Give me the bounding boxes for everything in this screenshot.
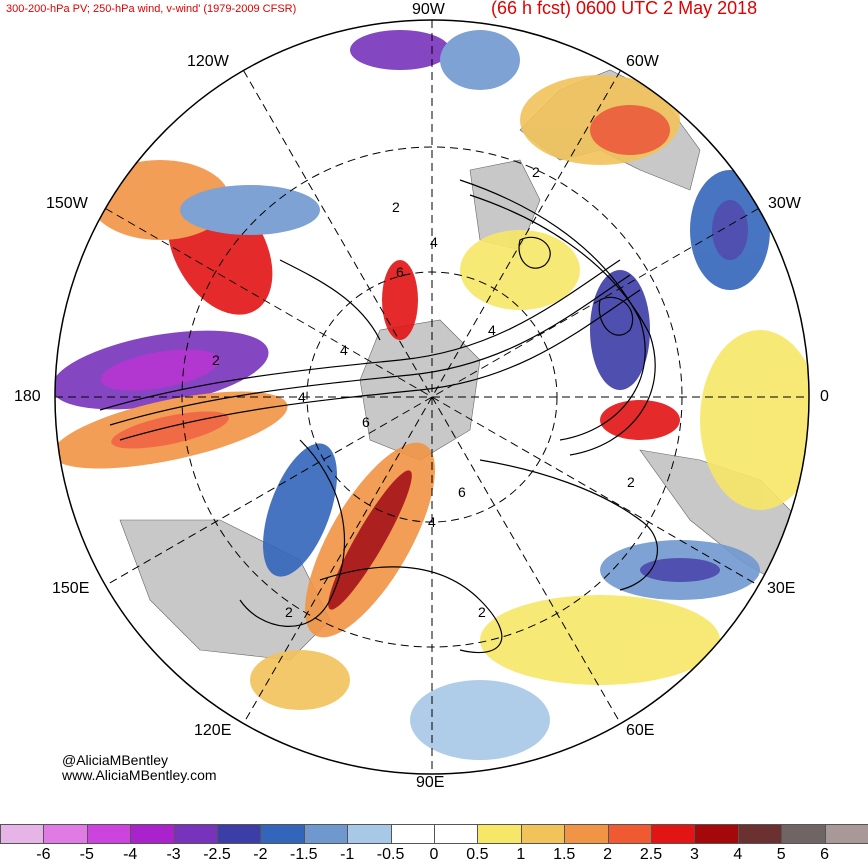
- contour-label: 2: [478, 604, 486, 620]
- colorbar-tick-label: 2: [603, 846, 613, 863]
- colorbar-swatch: [86, 824, 132, 844]
- colorbar-swatch: [477, 824, 522, 844]
- colorbar-swatch: [130, 824, 175, 844]
- colorbar-tick-label: 0: [429, 846, 439, 863]
- contour-label: 4: [428, 514, 436, 530]
- contour-label: 2: [627, 474, 635, 490]
- lon-label-0: 0: [820, 388, 829, 405]
- pv-anomaly-fill: [55, 30, 809, 760]
- contour-label: 6: [458, 484, 466, 500]
- lon-label-30w: 30W: [768, 195, 801, 212]
- colorbar-swatch: [520, 824, 566, 844]
- colorbar-swatch: [217, 824, 262, 844]
- credit-handle: @AliciaMBentley: [62, 752, 169, 768]
- lon-label-120w: 120W: [187, 53, 229, 70]
- lon-label-90w: 90W: [412, 1, 445, 18]
- land-greenland: [469, 159, 541, 251]
- colorbar-swatch: [824, 824, 868, 844]
- polar-map: 2 4 2 4 6 2 4 6 4 2 2 6 4 2: [54, 19, 810, 775]
- colorbar-tick-label: 0.5: [466, 846, 489, 863]
- contour-label: 2: [285, 604, 293, 620]
- map-disk: [55, 20, 809, 774]
- contour-labels: 2 4 2 4 6 2 4 6 4 2 2 6 4 2: [212, 164, 635, 620]
- map-boundary: [54, 19, 810, 775]
- colorbar-tick-label: 1.5: [553, 846, 576, 863]
- colorbar-swatch: [347, 824, 392, 844]
- contour-label: 2: [532, 164, 540, 180]
- plot-title-left: 300-200-hPa PV; 250-hPa wind, v-wind' (1…: [6, 3, 297, 15]
- colorbar-tick-label: -6: [36, 846, 51, 863]
- colorbar-tick-label: 1: [516, 846, 526, 863]
- colorbar-swatch: [303, 824, 349, 844]
- colorbar-swatch: [781, 824, 826, 844]
- contour-label: 4: [430, 234, 438, 250]
- colorbar-tick-label: -5: [79, 846, 94, 863]
- graticule: [55, 20, 809, 774]
- colorbar-swatch: [564, 824, 609, 844]
- colorbar-swatch: [651, 824, 696, 844]
- colorbar-tick-label: -3: [166, 846, 181, 863]
- contour-label: 4: [488, 322, 496, 338]
- lon-label-30e: 30E: [767, 580, 796, 597]
- colorbar-tick-label: 3: [689, 846, 699, 863]
- colorbar-swatch: [260, 824, 305, 844]
- colorbar: -6 -5 -4 -3 -2.5 -2 -1.5 -1 -0.5 0 0.5 1 1.5 2 2.5 3 4 5 6: [0, 818, 868, 865]
- contour-label: 4: [298, 389, 306, 405]
- colorbar-tick-label: 6: [820, 846, 830, 863]
- lon-label-150e: 150E: [52, 580, 90, 597]
- colorbar-tick-label: -0.5: [376, 846, 405, 863]
- lon-label-60w: 60W: [626, 53, 659, 70]
- colorbar-tick-label: -4: [123, 846, 138, 863]
- colorbar-swatch: [43, 824, 88, 844]
- colorbar-swatch: [390, 824, 435, 844]
- colorbar-tick-label: -2.5: [203, 846, 231, 863]
- lon-label-180: 180: [14, 388, 41, 405]
- colorbar-tick-label: -1.5: [290, 846, 318, 863]
- colorbar-swatch: [173, 824, 218, 844]
- pv-contours: [99, 179, 658, 654]
- colorbar-swatch: [694, 824, 739, 844]
- colorbar-tick-label: -1: [340, 846, 355, 863]
- credit-website: www.AliciaMBentley.com: [62, 767, 217, 783]
- contour-label: 2: [212, 352, 220, 368]
- colorbar-swatch: [0, 824, 45, 844]
- colorbar-tick-label: -2: [253, 846, 268, 863]
- lon-label-120e: 120E: [194, 722, 232, 739]
- colorbar-tick-label: 5: [776, 846, 786, 863]
- contour-label: 6: [362, 414, 370, 430]
- colorbar-tick-label: 2.5: [639, 846, 663, 863]
- colorbar-swatch: [434, 824, 479, 844]
- contour-label: 6: [396, 264, 404, 280]
- colorbar-swatch: [737, 824, 783, 844]
- plot-title-right: (66 h fcst) 0600 UTC 2 May 2018: [491, 0, 758, 18]
- lon-label-150w: 150W: [46, 195, 88, 212]
- lon-label-60e: 60E: [626, 722, 655, 739]
- contour-label: 4: [340, 342, 348, 358]
- lon-label-90e: 90E: [416, 774, 445, 791]
- contour-label: 2: [392, 199, 400, 215]
- colorbar-tick-label: 4: [733, 846, 743, 863]
- colorbar-swatch: [607, 824, 652, 844]
